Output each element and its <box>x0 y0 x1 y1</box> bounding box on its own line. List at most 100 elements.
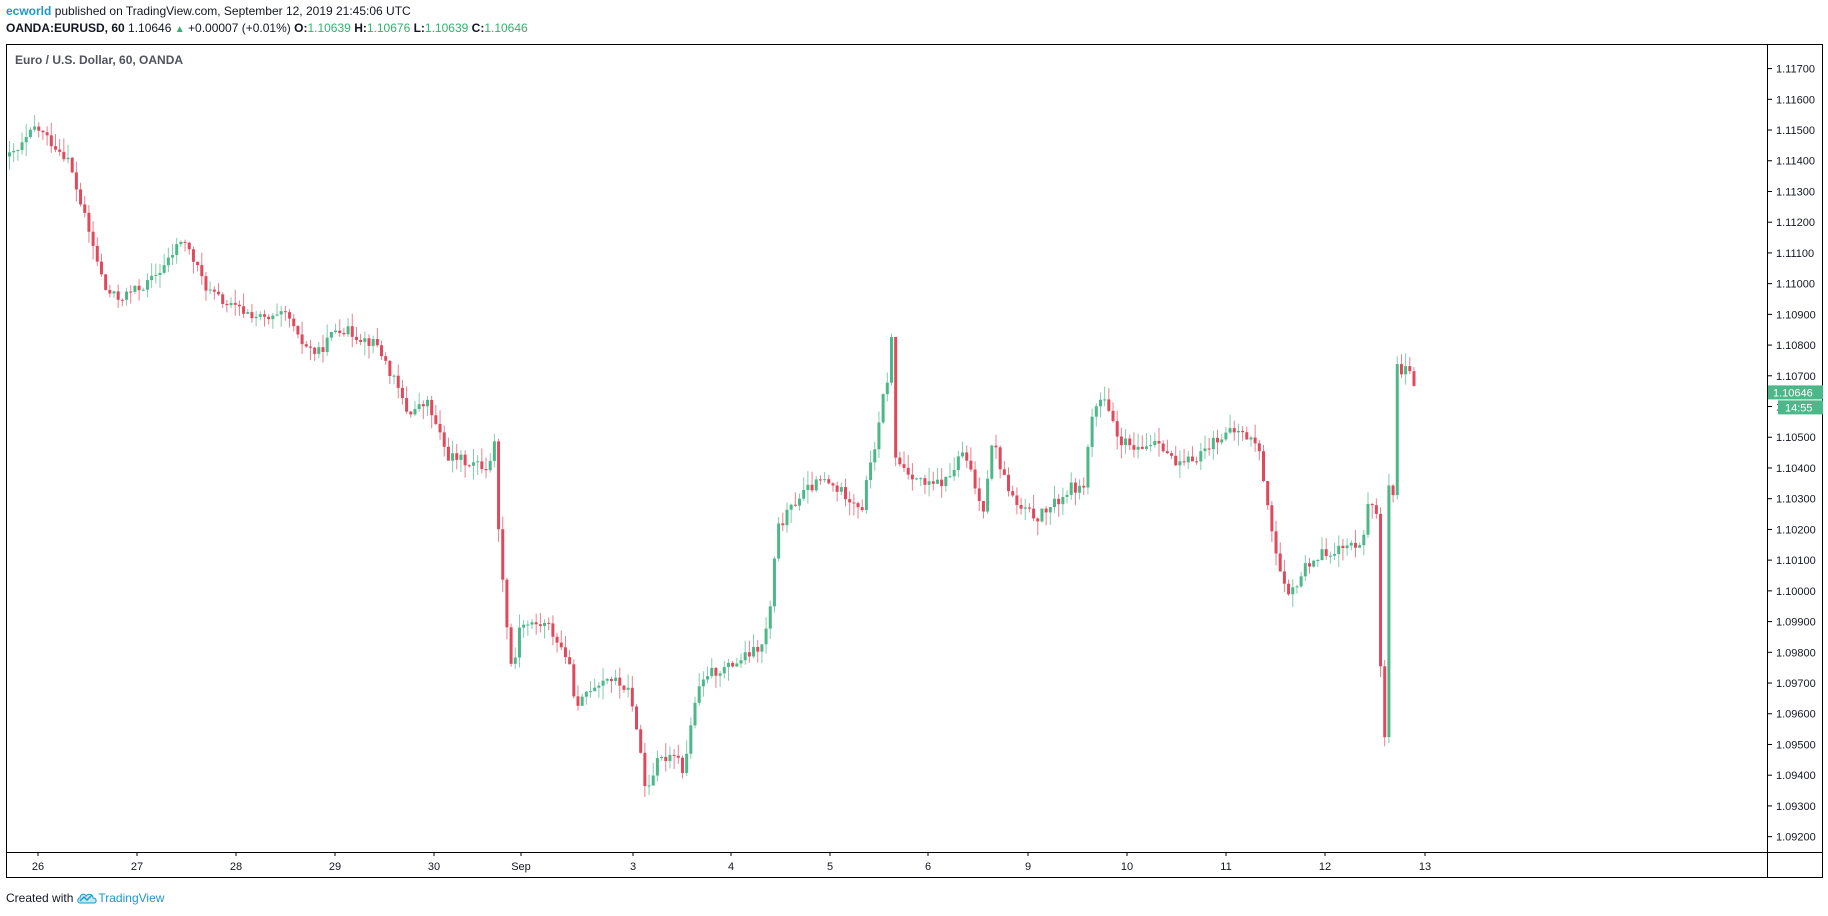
candle-down <box>1128 438 1132 446</box>
tradingview-link[interactable]: TradingView <box>76 891 164 905</box>
candle-down <box>680 757 684 773</box>
candle-down <box>108 289 112 294</box>
candle-up <box>1136 446 1140 450</box>
x-tick-label: 3 <box>630 861 636 873</box>
candle-down <box>534 622 538 625</box>
close-label: C: <box>471 21 485 35</box>
candle-down <box>53 146 57 150</box>
candle-up <box>28 129 32 138</box>
candle-down <box>844 487 847 500</box>
countdown-label: 14:55 <box>1785 402 1813 414</box>
candle-up <box>476 461 480 463</box>
candle-down <box>62 151 66 160</box>
candle-up <box>697 686 701 703</box>
candle-down <box>95 245 99 262</box>
candle-up <box>806 484 810 491</box>
candle-up <box>179 241 183 245</box>
y-tick-label: 1.09900 <box>1776 617 1816 629</box>
candle-down <box>676 755 680 758</box>
candle-down <box>1044 508 1048 513</box>
candle-down <box>288 312 292 319</box>
candle-down <box>49 135 53 147</box>
candle-down <box>1036 518 1040 522</box>
candle-up <box>12 150 16 153</box>
x-tick-label: 11 <box>1220 861 1231 873</box>
candle-down <box>354 336 358 340</box>
candle-up <box>1220 439 1224 443</box>
candlestick-chart[interactable]: Euro / U.S. Dollar, 60, OANDA 1.117001.1… <box>6 44 1823 878</box>
candle-down <box>300 334 304 345</box>
chart-container[interactable]: Euro / U.S. Dollar, 60, OANDA 1.11700 1.1… <box>6 44 1823 878</box>
candle-down <box>852 502 856 504</box>
candle-down <box>212 289 216 292</box>
tradingview-brand: TradingView <box>98 891 165 905</box>
candle-down <box>818 479 822 481</box>
candle-up <box>647 785 651 787</box>
candle-down <box>74 172 78 190</box>
candle-up <box>413 409 417 415</box>
y-tick-label: 1.11700 <box>1776 64 1815 76</box>
candle-up <box>1345 545 1349 549</box>
candle-down <box>405 398 409 412</box>
candle-down <box>120 299 124 301</box>
candle-down <box>1115 421 1119 437</box>
candle-up <box>1178 461 1182 466</box>
candle-up <box>869 462 873 481</box>
candle-up <box>1291 587 1295 595</box>
candle-down <box>1262 451 1265 482</box>
candle-down <box>196 261 200 266</box>
candle-down <box>835 485 839 492</box>
candle-up <box>1094 406 1098 417</box>
candle-up <box>873 449 877 463</box>
candle-down <box>99 261 103 275</box>
candle-down <box>643 752 647 787</box>
candle-down <box>1170 453 1174 456</box>
candle-up <box>363 338 367 342</box>
candle-up <box>823 479 827 481</box>
candle-up <box>885 382 889 395</box>
y-tick-label: 1.09400 <box>1776 770 1816 782</box>
candle-up <box>760 644 764 652</box>
x-tick-label: Sep <box>511 861 531 873</box>
y-tick-label: 1.11600 <box>1776 94 1815 106</box>
candle-down <box>1266 481 1270 506</box>
author-link[interactable]: ecworld <box>6 4 52 18</box>
candle-down <box>1324 549 1328 556</box>
candle-up <box>8 152 11 157</box>
candle-up <box>580 696 584 706</box>
candle-down <box>359 339 363 342</box>
candle-up <box>1203 448 1207 452</box>
candle-down <box>380 345 384 357</box>
candle-up <box>919 478 923 480</box>
candle-down <box>831 483 835 486</box>
tradingview-cloud-icon <box>77 893 97 904</box>
candle-down <box>747 652 751 657</box>
candle-up <box>601 680 605 686</box>
candle-down <box>438 423 442 433</box>
candle-down <box>292 318 296 327</box>
candle-down <box>923 478 927 485</box>
candle-up <box>689 725 693 754</box>
y-tick-label: 1.10800 <box>1776 340 1816 352</box>
candle-down <box>37 126 41 131</box>
candle-up <box>145 280 149 290</box>
candle-down <box>137 285 141 291</box>
candle-up <box>1387 485 1391 738</box>
time-axis: 26 27 28 29 30 Sep 3 4 5 6 9 10 11 12 13 <box>32 852 1431 873</box>
candle-up <box>693 702 697 726</box>
last-value: 1.10646 <box>128 21 172 35</box>
candle-down <box>1165 451 1169 454</box>
candle-down <box>973 469 977 489</box>
candle-down <box>191 249 195 262</box>
candle-down <box>1140 446 1144 449</box>
y-tick-label: 1.11200 <box>1776 217 1815 229</box>
countdown-box <box>1778 400 1823 415</box>
candle-up <box>881 394 885 423</box>
low-value: 1.10639 <box>424 21 469 35</box>
candle-up <box>392 375 396 377</box>
candle-up <box>668 754 672 761</box>
candle-down <box>183 241 187 243</box>
candle-up <box>735 663 739 667</box>
candle-down <box>442 432 446 447</box>
candle-up <box>764 628 768 645</box>
